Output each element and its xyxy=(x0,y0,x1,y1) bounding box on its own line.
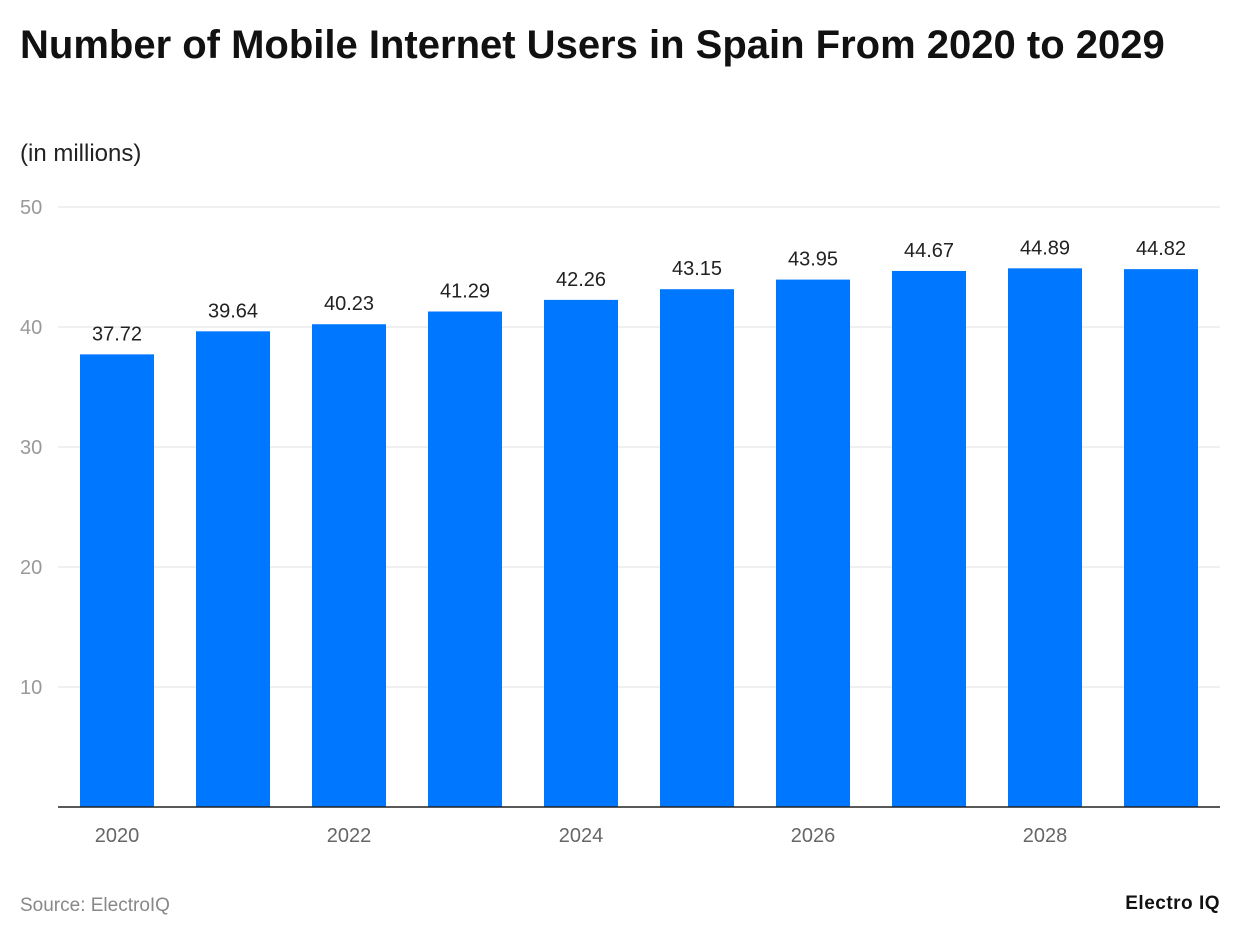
bar-2022 xyxy=(312,324,386,807)
bar-2029 xyxy=(1124,269,1198,807)
y-tick-label: 50 xyxy=(20,197,42,219)
chart-title: Number of Mobile Internet Users in Spain… xyxy=(20,23,1165,67)
x-tick-label: 2028 xyxy=(1023,825,1068,847)
electroiq-logo: Electro IQ xyxy=(1125,893,1220,914)
y-tick-label: 30 xyxy=(20,437,42,459)
chart-subtitle: (in millions) xyxy=(20,140,142,167)
x-tick-label: 2024 xyxy=(559,825,604,847)
bar-2021 xyxy=(196,331,270,807)
x-tick-label: 2022 xyxy=(327,825,372,847)
bar-2023 xyxy=(428,311,502,807)
bar-2024 xyxy=(544,299,618,807)
data-label: 43.95 xyxy=(788,249,838,271)
bar-2025 xyxy=(660,289,734,807)
bar-2028 xyxy=(1008,268,1082,807)
y-tick-label: 10 xyxy=(20,677,42,699)
data-label: 41.29 xyxy=(440,281,490,303)
data-label: 43.15 xyxy=(672,258,722,280)
data-label: 42.26 xyxy=(556,269,606,291)
bar-2026 xyxy=(776,279,850,808)
y-tick-label: 40 xyxy=(20,317,42,339)
data-label: 39.64 xyxy=(208,300,258,322)
bar-2020 xyxy=(80,354,154,807)
bar-chart: 10 20 30 40 50 37.72 2020 39.64 40.23 2022 41.29 42… xyxy=(20,197,1220,847)
x-tick-label: 2026 xyxy=(791,825,836,847)
data-label: 40.23 xyxy=(324,293,374,315)
source-note: Source: ElectroIQ xyxy=(20,895,170,916)
data-label: 37.72 xyxy=(92,323,142,345)
data-label: 44.82 xyxy=(1136,238,1186,260)
y-tick-label: 20 xyxy=(20,557,42,579)
x-tick-label: 2020 xyxy=(95,825,140,847)
data-label: 44.89 xyxy=(1020,237,1070,259)
bar-2027 xyxy=(892,270,966,808)
data-label: 44.67 xyxy=(904,240,954,262)
